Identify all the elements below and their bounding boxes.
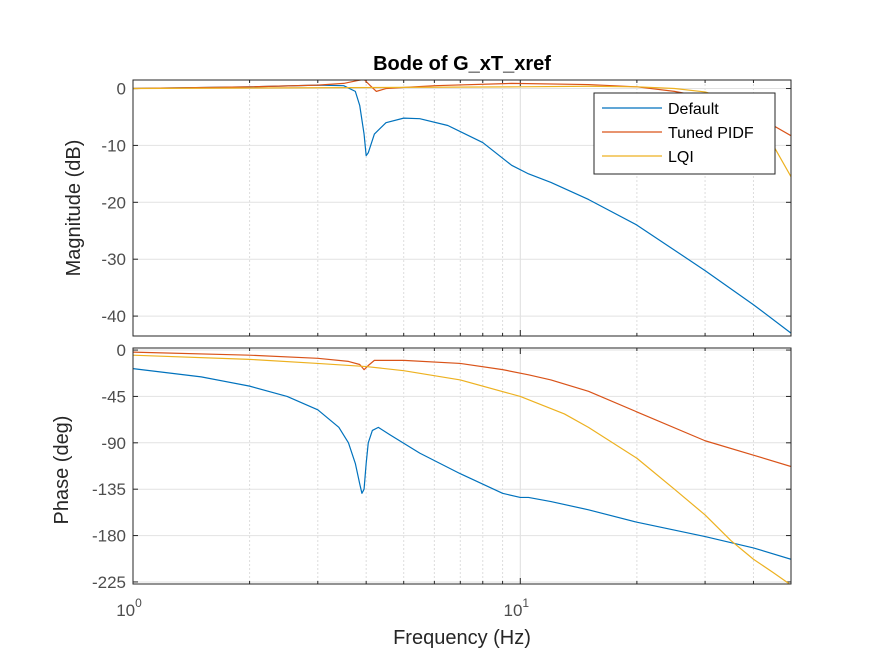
phase-y-tick-label: -180 xyxy=(92,527,126,546)
phase-series-group xyxy=(133,351,791,584)
x-tick-label: 100 xyxy=(116,596,142,620)
magnitude-ylabel: Magnitude (dB) xyxy=(63,140,85,277)
x-tick-base: 10 xyxy=(116,601,135,620)
legend-label-lqi: LQI xyxy=(668,149,694,166)
legend-item-default: Default xyxy=(602,101,719,118)
legend-box xyxy=(593,92,776,175)
legend-item-lqi: LQI xyxy=(602,149,694,166)
magnitude-y-tick-label: -30 xyxy=(101,250,126,269)
phase-ylabel: Phase (deg) xyxy=(51,416,73,525)
phase-line-lqi xyxy=(133,354,791,584)
phase-y-tick-label: -90 xyxy=(101,434,126,453)
legend-item-tuned-pidf: Tuned PIDF xyxy=(602,125,754,142)
magnitude-y-tick-label: -20 xyxy=(101,193,126,212)
phase-y-tick-label: 0 xyxy=(117,341,126,360)
phase-panel: 0 -45 -90 -135 -180 -225 xyxy=(92,341,792,592)
chart-title: Bode of G_xT_xref xyxy=(373,53,551,75)
x-tick-label: 101 xyxy=(503,596,529,620)
x-axis-label: Frequency (Hz) xyxy=(393,627,531,649)
magnitude-y-tick-label: 0 xyxy=(117,80,126,99)
phase-y-tick-label: -135 xyxy=(92,480,126,499)
x-tick-labels: 100 101 xyxy=(116,596,529,620)
x-tick-exponent: 1 xyxy=(522,596,529,610)
legend-label-default: Default xyxy=(668,101,719,118)
magnitude-axes-frame xyxy=(132,79,792,337)
legend: Default Tuned PIDF LQI xyxy=(593,92,776,175)
legend-label-tuned-pidf: Tuned PIDF xyxy=(668,125,754,142)
phase-line-tuned-pidf xyxy=(133,351,791,468)
phase-axes-frame xyxy=(132,347,792,585)
phase-y-tick-label: -45 xyxy=(101,387,126,406)
x-tick-exponent: 0 xyxy=(135,596,142,610)
phase-plot-area xyxy=(133,348,791,584)
phase-line-default xyxy=(133,368,791,560)
magnitude-y-tick-label: -10 xyxy=(101,136,126,155)
phase-y-tick-label: -225 xyxy=(92,573,126,592)
magnitude-y-tick-label: -40 xyxy=(101,307,126,326)
magnitude-line-default xyxy=(133,84,791,334)
x-tick-base: 10 xyxy=(503,601,522,620)
